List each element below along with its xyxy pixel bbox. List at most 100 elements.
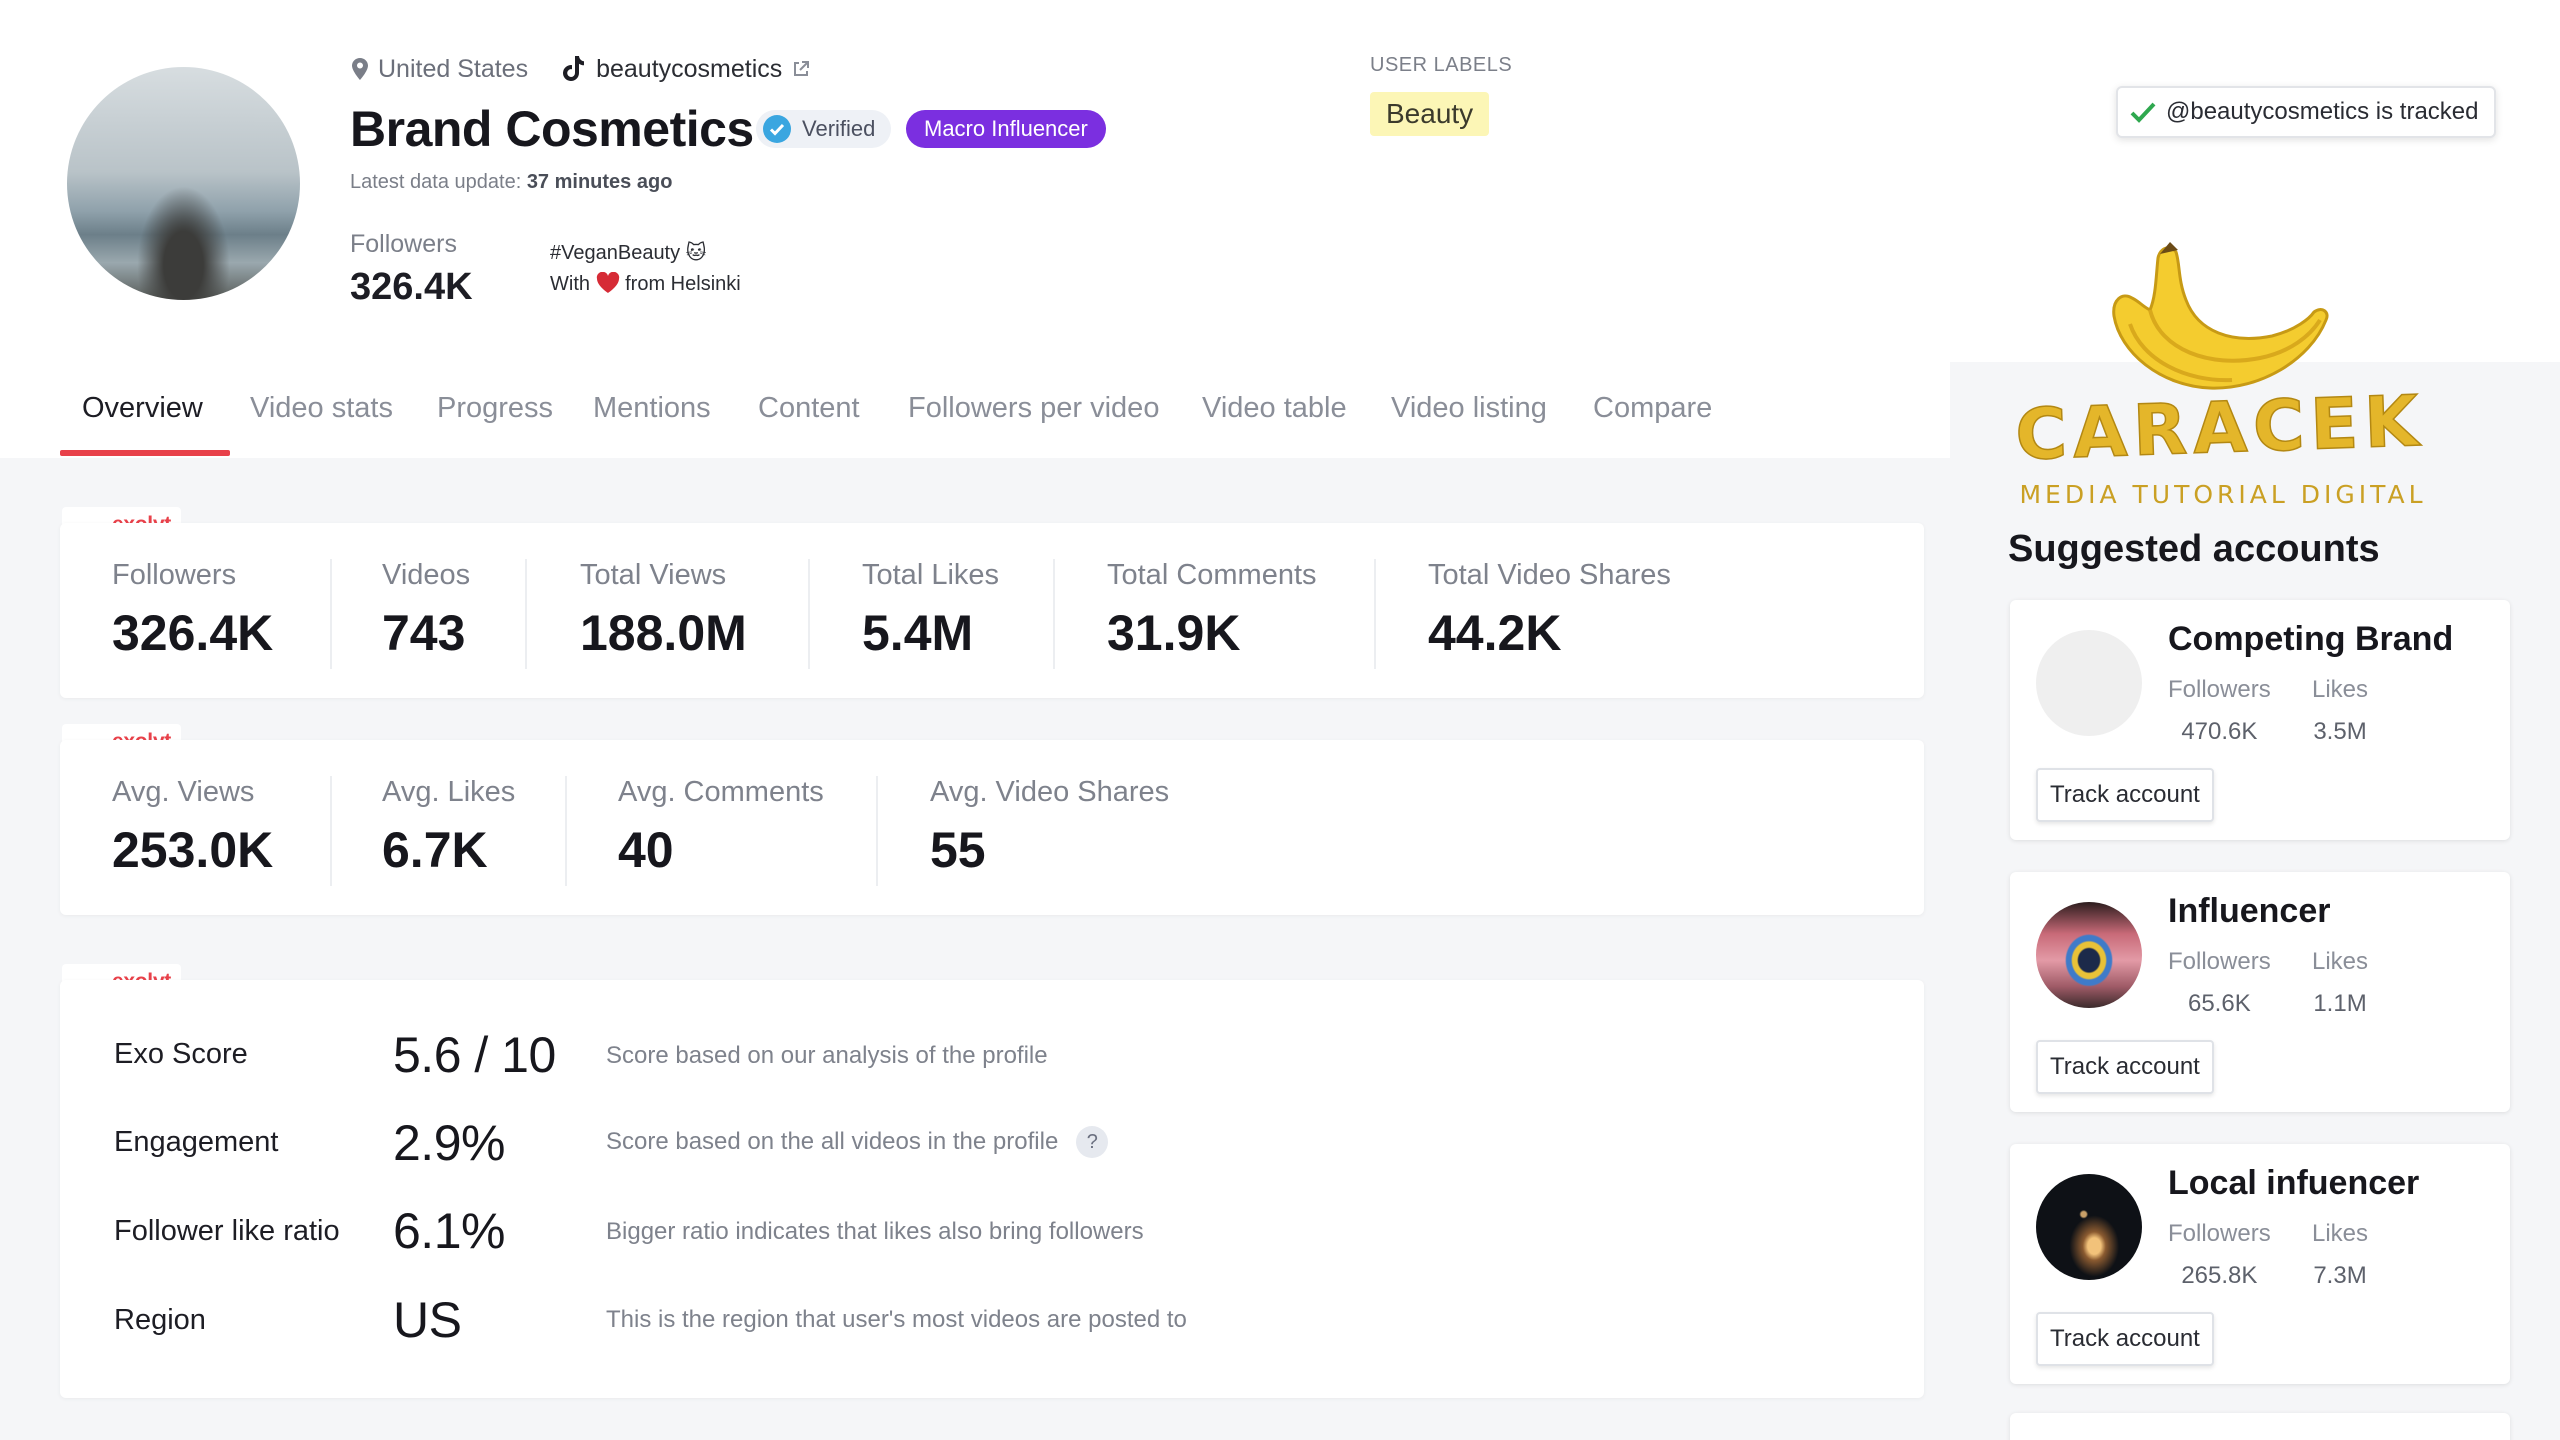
stat-value: 44.2K	[1428, 605, 1562, 661]
stat-value: 5.4M	[862, 605, 974, 661]
stat-label: Total Views	[580, 559, 727, 591]
stat-avg-views: Avg. Views 253.0K	[112, 776, 273, 879]
tab-video-stats[interactable]: Video stats	[250, 392, 393, 424]
location-text: United States	[378, 54, 529, 83]
stat-value: 743	[382, 605, 466, 661]
stat-label: Total Video Shares	[1428, 559, 1671, 591]
score-value-region: US	[393, 1292, 462, 1348]
tab-compare[interactable]: Compare	[1593, 392, 1713, 424]
score-label-region: Region	[114, 1304, 206, 1336]
profile-name: Brand Cosmetics	[350, 101, 754, 157]
verified-label: Verified	[802, 116, 876, 141]
location-pin-icon	[352, 58, 368, 80]
suggested-name[interactable]: Competing Brand	[2168, 620, 2454, 658]
user-label-chip[interactable]: Beauty	[1370, 92, 1490, 136]
suggested-accounts-title: Suggested accounts	[2008, 528, 2380, 570]
scores-card: Exo Score 5.6 / 10 Score based on our an…	[60, 980, 1924, 1398]
likes-label: Likes	[2312, 1220, 2369, 1247]
followers-value: 65.6K	[2187, 990, 2251, 1017]
stat-videos: Videos 743	[382, 559, 470, 662]
score-desc-text: Score based on the all videos in the pro…	[606, 1128, 1059, 1155]
stat-value: 40	[618, 822, 674, 878]
tracked-status[interactable]: @beautycosmetics is tracked	[2116, 86, 2496, 138]
divider	[330, 776, 332, 886]
check-icon	[2130, 102, 2156, 123]
suggested-name[interactable]: Influencer	[2168, 892, 2331, 930]
suggested-likes: Likes 7.3M	[2312, 1220, 2368, 1290]
stat-label: Total Comments	[1107, 559, 1317, 591]
stat-total-likes: Total Likes 5.4M	[862, 559, 999, 662]
stat-total-comments: Total Comments 31.9K	[1107, 559, 1317, 662]
likes-label: Likes	[2312, 676, 2369, 703]
followers-value: 470.6K	[2181, 718, 2258, 745]
external-link-icon[interactable]	[792, 60, 810, 78]
suggested-name[interactable]: Local infuencer	[2168, 1164, 2420, 1202]
bio-prefix: With	[550, 273, 590, 295]
score-value-follower-like-ratio: 6.1%	[393, 1203, 505, 1259]
score-desc-region: This is the region that user's most vide…	[606, 1306, 1187, 1334]
tab-overview[interactable]: Overview	[82, 392, 203, 424]
likes-value: 7.3M	[2313, 1262, 2367, 1289]
score-label-follower-like-ratio: Follower like ratio	[114, 1215, 340, 1247]
profile-tabs: Overview Video stats Progress Mentions C…	[0, 362, 1950, 458]
tab-mentions[interactable]: Mentions	[593, 392, 711, 424]
track-account-button[interactable]: Track account	[2036, 1312, 2214, 1366]
score-desc-text: Bigger ratio indicates that likes also b…	[606, 1218, 1144, 1245]
divider	[525, 559, 527, 669]
data-update-info: Latest data update: 37 minutes ago	[350, 171, 672, 194]
caracek-title-text: CARACEK	[2014, 390, 2426, 470]
score-label-exo: Exo Score	[114, 1038, 248, 1070]
score-desc-exo: Score based on our analysis of the profi…	[606, 1042, 1048, 1070]
caracek-title: CARACEK	[2013, 390, 2426, 470]
suggested-account-card-partial	[2010, 1413, 2510, 1440]
divider	[1374, 559, 1376, 669]
stat-value: 31.9K	[1107, 605, 1241, 661]
followers-value: 265.8K	[2181, 1262, 2258, 1289]
suggested-avatar	[2036, 1174, 2142, 1280]
tab-progress[interactable]: Progress	[437, 392, 554, 424]
stat-label: Avg. Comments	[618, 776, 824, 808]
suggested-followers: Followers 470.6K	[2168, 676, 2271, 746]
stat-total-views: Total Views 188.0M	[580, 559, 747, 662]
track-account-button[interactable]: Track account	[2036, 1040, 2214, 1094]
tier-badge: Macro Influencer	[906, 110, 1106, 148]
followers-label: Followers	[2168, 1220, 2271, 1247]
averages-card: Avg. Views 253.0K Avg. Likes 6.7K Avg. C…	[60, 740, 1924, 915]
verified-badge: Verified	[756, 110, 892, 148]
followers-label: Followers	[2168, 676, 2271, 703]
divider	[808, 559, 810, 669]
header-followers-value: 326.4K	[350, 266, 473, 308]
tab-video-table[interactable]: Video table	[1202, 392, 1347, 424]
score-desc-follower-like-ratio: Bigger ratio indicates that likes also b…	[606, 1218, 1144, 1246]
likes-value: 1.1M	[2313, 990, 2367, 1017]
tracked-text: @beautycosmetics is tracked	[2166, 98, 2479, 125]
stat-value: 253.0K	[112, 822, 274, 878]
stat-avg-video-shares: Avg. Video Shares 55	[930, 776, 1169, 879]
score-desc-engagement: Score based on the all videos in the pro…	[606, 1126, 1109, 1158]
location-row: United States beautycosmetics	[352, 54, 810, 84]
stat-label: Total Likes	[862, 559, 1000, 591]
suggested-followers: Followers 265.8K	[2168, 1220, 2271, 1290]
profile-avatar	[67, 67, 300, 300]
tab-content[interactable]: Content	[758, 392, 860, 424]
tiktok-handle-link[interactable]: beautycosmetics	[596, 54, 783, 83]
track-account-button[interactable]: Track account	[2036, 768, 2214, 822]
user-labels-title: USER LABELS	[1370, 54, 1513, 76]
verified-check-icon	[763, 115, 791, 143]
score-value-exo: 5.6 / 10	[393, 1027, 556, 1083]
suggested-avatar	[2036, 902, 2142, 1008]
stat-total-video-shares: Total Video Shares 44.2K	[1428, 559, 1671, 662]
tiktok-icon	[563, 56, 585, 82]
active-tab-indicator	[60, 450, 230, 456]
update-time: 37 minutes ago	[526, 171, 673, 193]
likes-label: Likes	[2312, 948, 2369, 975]
suggested-likes: Likes 1.1M	[2312, 948, 2368, 1018]
followers-label: Followers	[2168, 948, 2271, 975]
stat-avg-likes: Avg. Likes 6.7K	[382, 776, 515, 879]
tab-video-listing[interactable]: Video listing	[1391, 392, 1547, 424]
banana-icon	[2112, 242, 2329, 390]
bio-suffix: from Helsinki	[625, 273, 741, 295]
help-icon[interactable]: ?	[1076, 1126, 1109, 1158]
stat-label: Avg. Likes	[382, 776, 516, 808]
tab-followers-per-video[interactable]: Followers per video	[908, 392, 1160, 424]
